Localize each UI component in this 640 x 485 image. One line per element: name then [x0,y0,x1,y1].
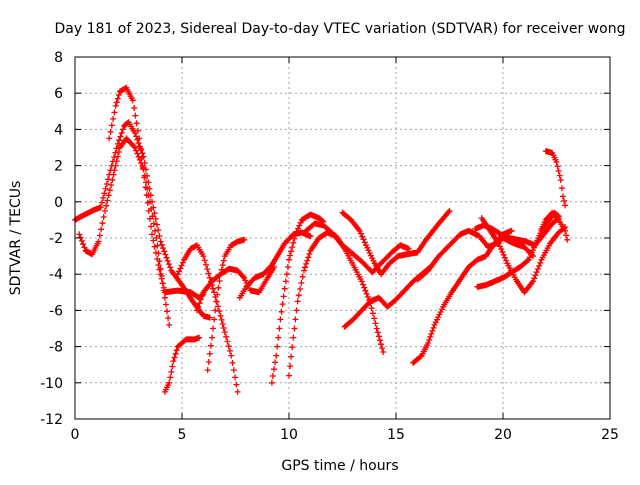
data-markers [161,334,203,395]
y-tick-label: -2 [49,231,63,247]
y-tick-label: -6 [49,303,63,319]
series-track-7 [194,264,277,314]
x-tick-label: 20 [494,427,512,443]
x-tick-label: 25 [601,427,619,443]
data-markers [204,236,248,374]
data-markers [303,220,412,276]
x-axis-label: GPS time / hours [281,458,398,474]
axis-ticks: 0 5 10 15 20 25 -12 -10 -8 -6 -4 -2 0 2 4 6 8 [40,50,619,443]
series-track-2 [76,135,173,328]
x-tick-label: 0 [71,427,80,443]
data-markers [106,84,207,301]
data-markers [76,135,173,328]
data-markers [538,209,571,243]
y-tick-label: 4 [54,122,63,138]
data-markers [194,264,277,314]
y-tick-label: -8 [49,340,63,356]
series-track-10 [286,229,387,379]
series-track-3 [106,84,207,301]
data-markers [286,229,387,379]
y-tick-label: -4 [49,267,63,283]
chart-title: Day 181 of 2023, Sidereal Day-to-day VTE… [55,21,626,37]
series-track-11 [303,220,412,276]
series-track-19 [538,209,571,243]
series-track-6 [204,236,248,374]
y-tick-label: 6 [54,86,63,102]
series-track-9 [268,211,327,386]
y-tick-label: 8 [54,50,63,66]
data-markers [478,215,569,296]
y-tick-label: -10 [40,376,63,392]
data-series [72,84,571,395]
y-axis-label: SDTVAR / TECUs [8,181,24,296]
series-track-4 [161,334,203,395]
series-track-20 [542,148,569,209]
x-tick-label: 5 [178,427,187,443]
y-tick-label: -12 [40,412,63,428]
y-tick-label: 0 [54,195,63,211]
data-markers [542,148,569,209]
y-tick-label: 2 [54,159,63,175]
x-tick-label: 15 [387,427,405,443]
series-track-18 [478,215,569,296]
series-track-12 [339,207,453,278]
data-markers [268,211,327,386]
data-markers [339,207,453,278]
x-tick-label: 10 [280,427,298,443]
